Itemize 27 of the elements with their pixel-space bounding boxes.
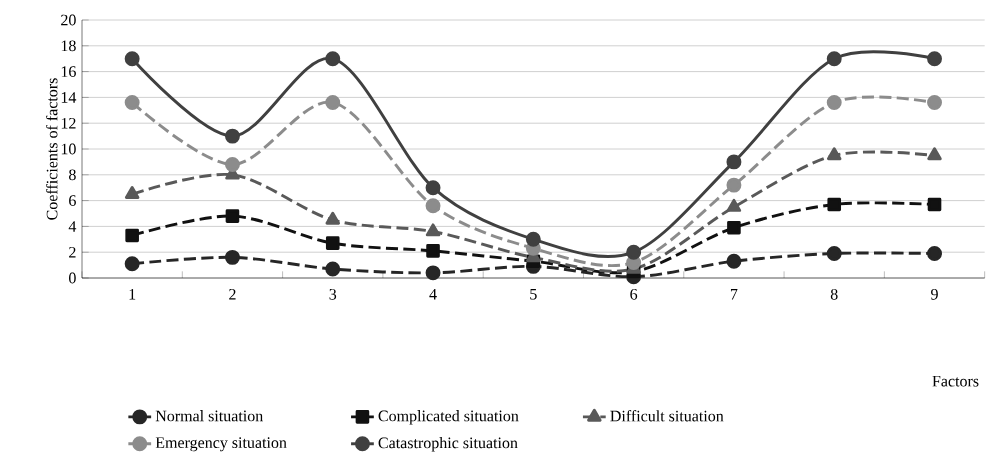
- x-tick-label: 5: [530, 288, 537, 300]
- y-tick-label: 14: [61, 92, 77, 103]
- y-tick-label: 2: [69, 246, 76, 258]
- y-tick-label: 0: [69, 272, 76, 284]
- y-tick-label: 12: [61, 117, 76, 129]
- x-tick-label: 6: [630, 288, 638, 300]
- x-tick-label: 4: [429, 288, 437, 300]
- x-tick-label: 9: [931, 288, 938, 300]
- y-tick-label: 18: [61, 40, 76, 52]
- y-axis-title: Coefficients of factors: [46, 78, 58, 220]
- x-tick-label: 3: [329, 288, 337, 300]
- x-axis-title: Factors: [932, 375, 979, 387]
- x-tick-label: 8: [830, 288, 838, 300]
- y-tick-label: 4: [68, 221, 77, 232]
- y-tick-label: 20: [61, 14, 76, 26]
- y-tick-label: 16: [61, 66, 76, 77]
- legend-label: Catastrophic situation: [378, 437, 518, 452]
- legend-label: Emergency situation: [155, 437, 287, 452]
- x-tick-label: 7: [730, 288, 738, 300]
- legend-label: Complicated situation: [378, 410, 519, 425]
- y-tick-label: 6: [69, 195, 76, 206]
- y-tick-label: 10: [61, 143, 76, 155]
- legend-label: Normal situation: [155, 410, 263, 422]
- x-tick-label: 2: [229, 288, 236, 300]
- y-tick-label: 8: [69, 169, 76, 181]
- x-tick-label: 1: [129, 288, 136, 300]
- legend-label: Difficult situation: [610, 410, 724, 422]
